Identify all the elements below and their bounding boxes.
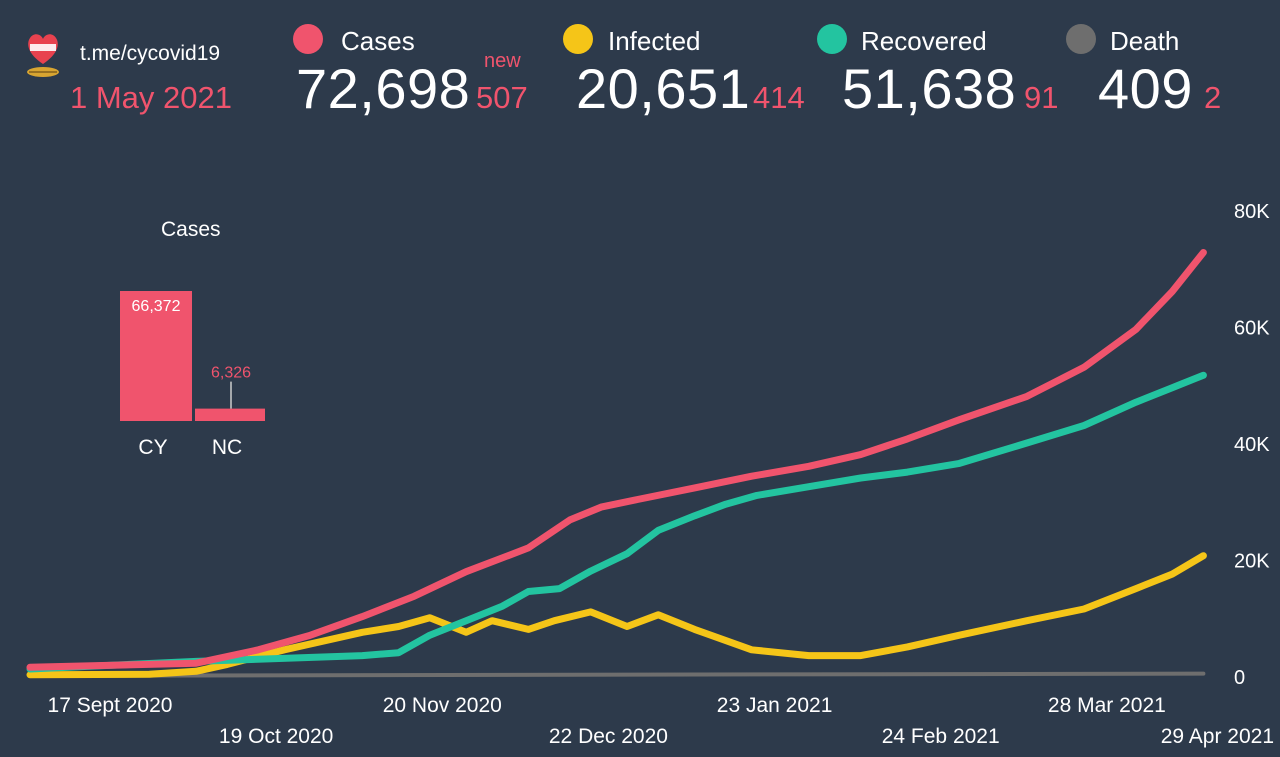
cases-total: 72,698 [296, 57, 471, 120]
recovered-new: 91 [1024, 80, 1059, 115]
cyprus-heart-logo [24, 30, 62, 80]
series-line-cases [26, 249, 1207, 671]
bar-cy [120, 291, 192, 421]
x-tick-label: 22 Dec 2020 [549, 725, 668, 748]
bar-category-label: CY [138, 436, 167, 459]
x-tick-label: 28 Mar 2021 [1048, 694, 1166, 717]
y-tick-label: 0 [1234, 667, 1245, 689]
series-line-infected [26, 552, 1207, 679]
infected-new: 414 [753, 80, 805, 115]
recovered-label: Recovered [861, 26, 987, 56]
x-tick-label: 23 Jan 2021 [717, 694, 833, 717]
x-tick-label: 29 Apr 2021 [1161, 725, 1274, 748]
cases-new: 507 [476, 80, 528, 115]
report-date: 1 May 2021 [70, 80, 232, 115]
death-new: 2 [1204, 80, 1222, 115]
y-tick-label: 40K [1234, 434, 1270, 456]
y-tick-label: 80K [1234, 201, 1270, 223]
series-line-recovered [26, 371, 1207, 673]
death-total: 409 [1098, 57, 1193, 120]
bar-value-label: 6,326 [211, 365, 251, 382]
series-line-death [28, 671, 1206, 678]
x-tick-label: 19 Oct 2020 [219, 725, 333, 748]
cases-label: Cases [341, 26, 415, 56]
mini-chart-title: Cases [161, 218, 221, 241]
infected-legend-dot [563, 24, 593, 54]
new-label: new [484, 50, 521, 72]
y-tick-label: 60K [1234, 318, 1270, 340]
bar-value-label: 66,372 [132, 298, 181, 315]
x-tick-label: 20 Nov 2020 [383, 694, 502, 717]
death-legend-dot [1066, 24, 1096, 54]
infected-total: 20,651 [576, 57, 751, 120]
recovered-total: 51,638 [842, 57, 1017, 120]
recovered-legend-dot [817, 24, 847, 54]
bar-category-label: NC [212, 436, 242, 459]
bar-nc [195, 408, 265, 421]
x-tick-label: 24 Feb 2021 [882, 725, 1000, 748]
channel-link[interactable]: t.me/cycovid19 [80, 42, 221, 65]
cases-legend-dot [293, 24, 323, 54]
infected-label: Infected [608, 26, 701, 56]
death-label: Death [1110, 26, 1180, 56]
x-tick-label: 17 Sept 2020 [48, 694, 173, 717]
y-tick-label: 20K [1234, 551, 1270, 573]
